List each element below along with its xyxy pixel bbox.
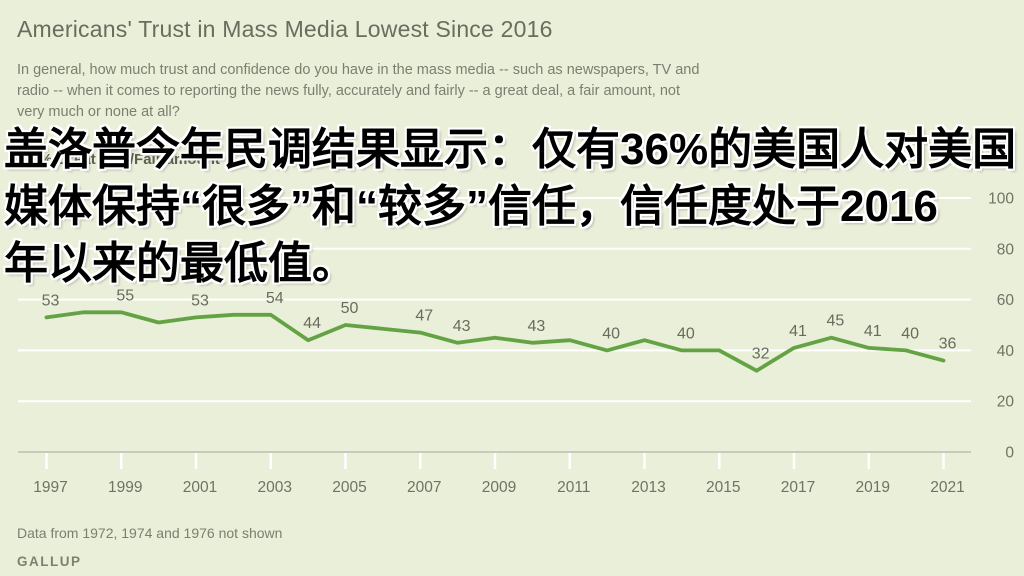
- data-label-2007: 47: [415, 308, 433, 325]
- data-label-2008: 43: [453, 318, 471, 335]
- gallup-logo-text: GALLUP: [17, 554, 82, 569]
- data-label-2010: 43: [527, 318, 545, 335]
- subtitle-line-2: radio -- when it comes to reporting the …: [17, 83, 681, 99]
- y-tick-label-40: 40: [997, 343, 1015, 360]
- data-footnote: Data from 1972, 1974 and 1976 not shown: [17, 525, 283, 541]
- data-label-1999: 55: [116, 287, 134, 304]
- data-label-2020: 40: [901, 325, 919, 342]
- x-tick-label-2021: 2021: [930, 479, 964, 496]
- data-label-2021: 36: [939, 336, 957, 353]
- page-title: Americans' Trust in Mass Media Lowest Si…: [17, 16, 553, 42]
- x-tick-label-2009: 2009: [482, 479, 516, 496]
- data-label-2017: 41: [789, 323, 807, 340]
- x-tick-label-2019: 2019: [856, 479, 890, 496]
- x-tick-label-2011: 2011: [557, 479, 590, 496]
- chinese-caption-overlay: 盖洛普今年民调结果显示：仅有36%的美国人对美国 媒体保持“很多”和“较多”信任…: [4, 121, 1024, 292]
- x-tick-label-2007: 2007: [407, 479, 441, 496]
- data-label-2005: 50: [341, 300, 359, 317]
- data-label-2014: 40: [677, 325, 695, 342]
- x-tick-label-2001: 2001: [183, 479, 217, 496]
- x-tick-label-2017: 2017: [781, 479, 815, 496]
- x-tick-label-2003: 2003: [258, 479, 292, 496]
- data-label-2019: 41: [864, 323, 882, 340]
- data-label-2018: 45: [826, 313, 844, 330]
- x-tick-label-1999: 1999: [108, 479, 142, 496]
- y-tick-label-80: 80: [997, 241, 1015, 258]
- data-label-2016: 32: [752, 346, 770, 363]
- trust-trend-line: [44, 310, 946, 373]
- data-label-2004: 44: [303, 315, 321, 332]
- data-label-2003: 54: [266, 290, 284, 307]
- y-tick-label-20: 20: [997, 394, 1015, 411]
- subtitle-line-3: very much or none at all?: [17, 104, 180, 120]
- subtitle-line-1: In general, how much trust and confidenc…: [17, 62, 700, 78]
- y-tick-label-0: 0: [1005, 445, 1014, 462]
- x-tick-label-2013: 2013: [631, 479, 665, 496]
- x-tick-label-2015: 2015: [706, 479, 740, 496]
- caption-line-3: 年以来的最低值。: [4, 239, 356, 288]
- y-tick-label-100: 100: [988, 191, 1014, 208]
- series-legend-label: % Great deal/Fair amount: [39, 151, 220, 168]
- caption-line-2: 媒体保持“很多”和“较多”信任，信任度处于2016: [4, 182, 938, 231]
- caption-line-1: 盖洛普今年民调结果显示：仅有36%的美国人对美国: [4, 125, 1017, 174]
- data-label-1997: 53: [42, 292, 60, 309]
- data-label-2001: 53: [191, 292, 209, 309]
- chart-subtitle: In general, how much trust and confidenc…: [17, 60, 817, 123]
- x-tick-label-1997: 1997: [33, 479, 67, 496]
- data-label-2012: 40: [602, 325, 620, 342]
- x-tick-label-2005: 2005: [332, 479, 366, 496]
- y-tick-label-60: 60: [997, 292, 1015, 309]
